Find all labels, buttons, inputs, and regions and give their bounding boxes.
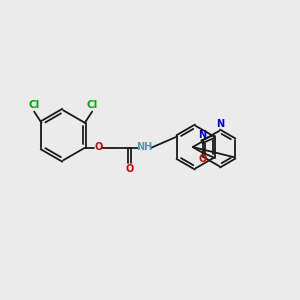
Text: O: O [198, 154, 207, 164]
Text: O: O [125, 164, 134, 174]
Text: O: O [94, 142, 103, 152]
Text: NH: NH [136, 142, 153, 152]
Text: Cl: Cl [28, 100, 39, 110]
Text: N: N [216, 119, 224, 129]
Text: Cl: Cl [87, 100, 98, 110]
Text: N: N [199, 130, 207, 140]
